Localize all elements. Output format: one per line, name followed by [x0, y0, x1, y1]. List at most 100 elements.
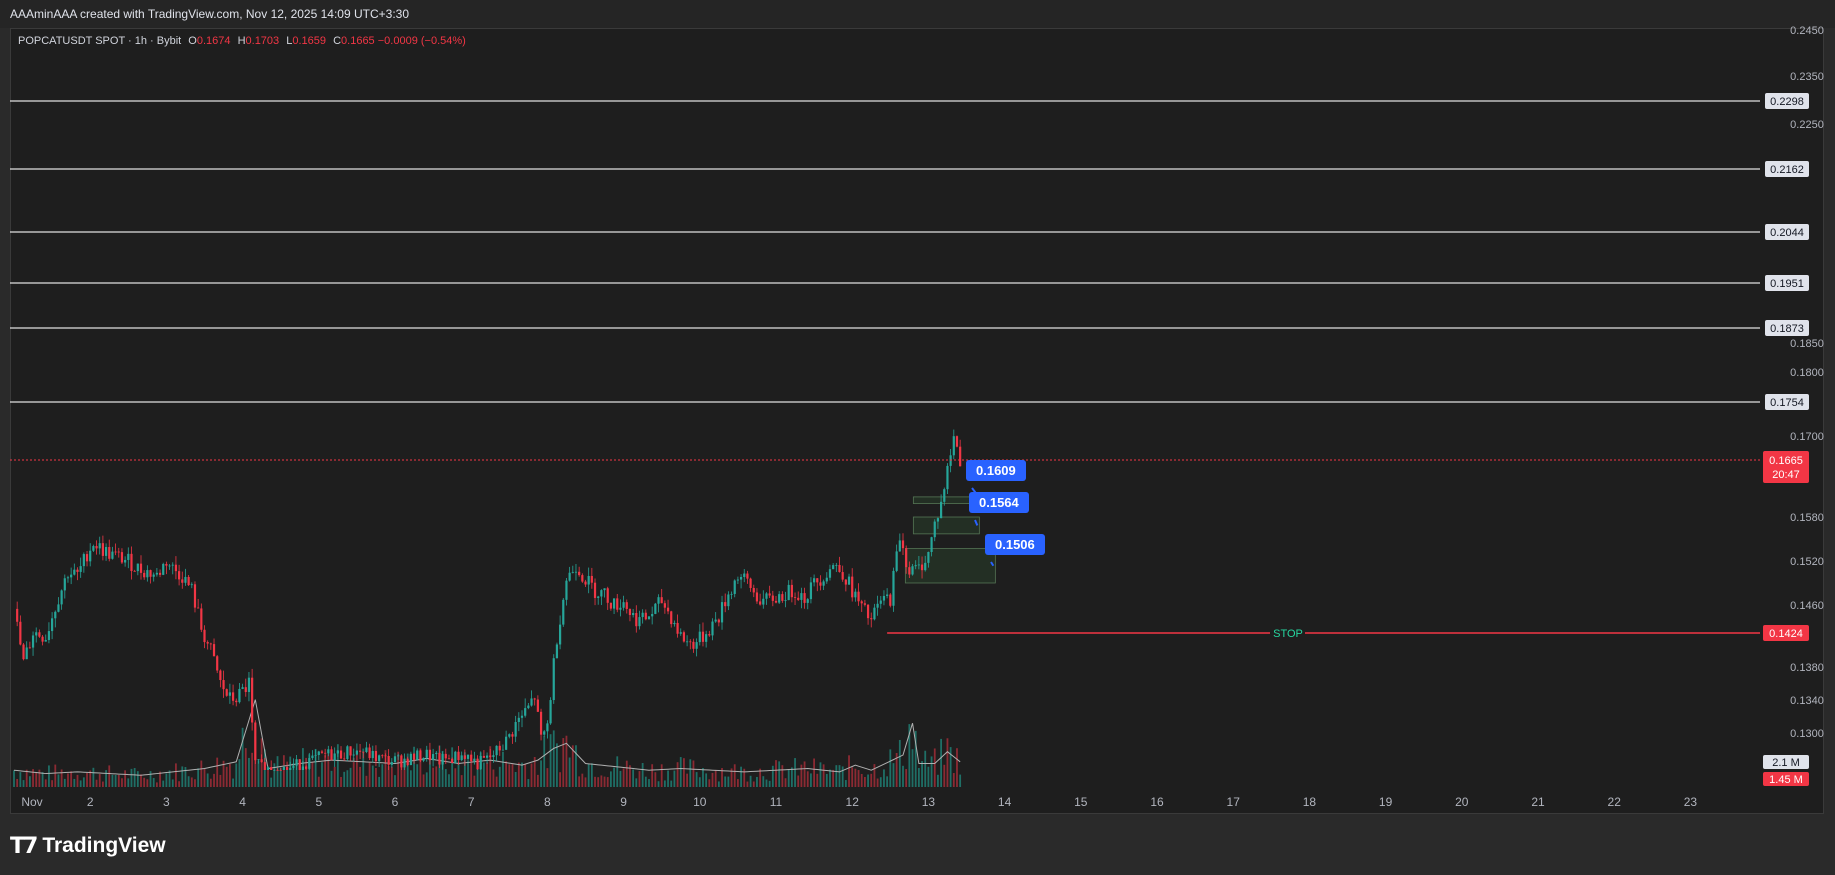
- candle-body: [308, 758, 311, 769]
- volume-bar: [384, 750, 387, 787]
- entry-pill-1[interactable]: 0.1564: [969, 492, 1029, 513]
- volume-bar: [892, 763, 895, 787]
- candle-body: [187, 576, 190, 586]
- volume-bar: [622, 768, 625, 787]
- volume-bar: [317, 776, 320, 787]
- candle-body: [146, 570, 149, 578]
- candle-body: [89, 550, 92, 562]
- volume-bar: [832, 769, 835, 787]
- candle-body: [787, 584, 790, 601]
- symbol-name[interactable]: POPCATUSDT SPOT · 1h · Bybit: [18, 35, 182, 47]
- candle-body: [549, 700, 552, 724]
- volume-bar: [762, 776, 765, 787]
- candle-body: [244, 687, 247, 692]
- candle-body: [460, 755, 463, 761]
- volume-bar: [457, 761, 460, 787]
- symbol-legend: POPCATUSDT SPOT · 1h · Bybit O0.1674 H0.…: [18, 35, 466, 47]
- volume-bar: [282, 755, 285, 787]
- volume-bar: [127, 778, 130, 787]
- candle-body: [587, 575, 590, 585]
- volume-bar: [413, 746, 415, 787]
- volume-bar: [578, 776, 581, 787]
- chart-overlays[interactable]: STOP: [10, 459, 1760, 640]
- volume-bar: [930, 756, 933, 787]
- candle-body: [279, 770, 282, 771]
- volume-bar: [152, 777, 155, 787]
- volume-bar: [806, 771, 809, 787]
- candle-body: [447, 758, 451, 760]
- volume-bar: [743, 768, 746, 787]
- volume-bar: [89, 770, 92, 787]
- entry-pill-2[interactable]: 0.1506: [985, 534, 1045, 555]
- volume-ma-label: 2.1 M: [1772, 757, 1800, 769]
- volume-bar: [695, 772, 698, 787]
- candle-body: [311, 755, 314, 759]
- entry-pill-0[interactable]: 0.1609: [966, 460, 1026, 481]
- candle-body: [365, 747, 368, 753]
- low-value: 0.1659: [292, 35, 327, 47]
- candle-body: [35, 632, 38, 636]
- volume-bar: [209, 778, 212, 787]
- volume-bar: [613, 767, 615, 787]
- volume-bar: [702, 768, 704, 787]
- candle-body: [438, 752, 441, 765]
- volume-bar: [238, 759, 241, 787]
- volume-bar: [460, 775, 463, 787]
- volume-bar: [219, 774, 222, 787]
- candle-body: [752, 587, 755, 593]
- candle-body: [305, 766, 308, 769]
- candle-body: [898, 540, 901, 552]
- volume-bar: [184, 767, 187, 787]
- volume-bar: [546, 768, 549, 787]
- volume-bar: [229, 763, 231, 787]
- candle-body: [790, 584, 793, 598]
- candle-body: [25, 647, 28, 660]
- volume-bar: [422, 774, 425, 787]
- candle-body: [676, 622, 679, 634]
- candle-body: [711, 621, 714, 636]
- candle-body: [739, 576, 743, 580]
- candle-body: [117, 551, 120, 553]
- volume-bar: [327, 754, 330, 787]
- volume-bar: [375, 768, 377, 787]
- candle-body: [155, 572, 158, 575]
- entry-zone-1[interactable]: [912, 516, 980, 535]
- candle-body: [686, 641, 689, 643]
- volume-bar: [635, 778, 638, 787]
- volume-bar: [473, 775, 476, 787]
- candle-body: [435, 752, 438, 755]
- volume-bar: [606, 777, 609, 787]
- volume-bar: [165, 773, 168, 787]
- candle-body: [730, 593, 733, 595]
- volume-bar: [873, 764, 876, 787]
- candle-body: [536, 699, 539, 712]
- volume-bar: [705, 773, 708, 787]
- price-axis[interactable]: 0.2450 0.2350 0.2250 0.1850 0.1800 0.1700 0.15…: [1763, 25, 1824, 786]
- volume-bar: [698, 777, 701, 787]
- volume-bar: [825, 773, 828, 787]
- volume-bar: [67, 773, 69, 787]
- volume-bar: [597, 777, 600, 787]
- entry-pointer-2: [990, 561, 995, 567]
- candle-body: [574, 571, 578, 573]
- volume-bar: [810, 773, 812, 787]
- candle-body: [736, 579, 739, 581]
- horizontal-levels[interactable]: [10, 100, 1760, 403]
- volume-bar: [784, 778, 787, 787]
- volume-bar: [781, 765, 784, 787]
- candle-body: [889, 594, 892, 606]
- volume-bar: [82, 777, 85, 787]
- candle-body: [930, 537, 933, 552]
- chart-frame[interactable]: [10, 28, 1824, 814]
- candle-body: [600, 590, 603, 597]
- volume-bar: [921, 761, 923, 787]
- candle-body: [203, 629, 206, 643]
- time-axis[interactable]: Nov 2 3 4 5 6 7 8 9 10 11 12 13 14 15 16 17 18 19 20 21 22 23: [21, 795, 1697, 809]
- tradingview-footer[interactable]: T7 TradingView: [10, 832, 166, 860]
- volume-bar: [333, 766, 336, 787]
- candle-body: [743, 573, 746, 577]
- volume-bar: [289, 756, 292, 787]
- volume-bar: [914, 730, 917, 787]
- candle-body: [955, 436, 959, 447]
